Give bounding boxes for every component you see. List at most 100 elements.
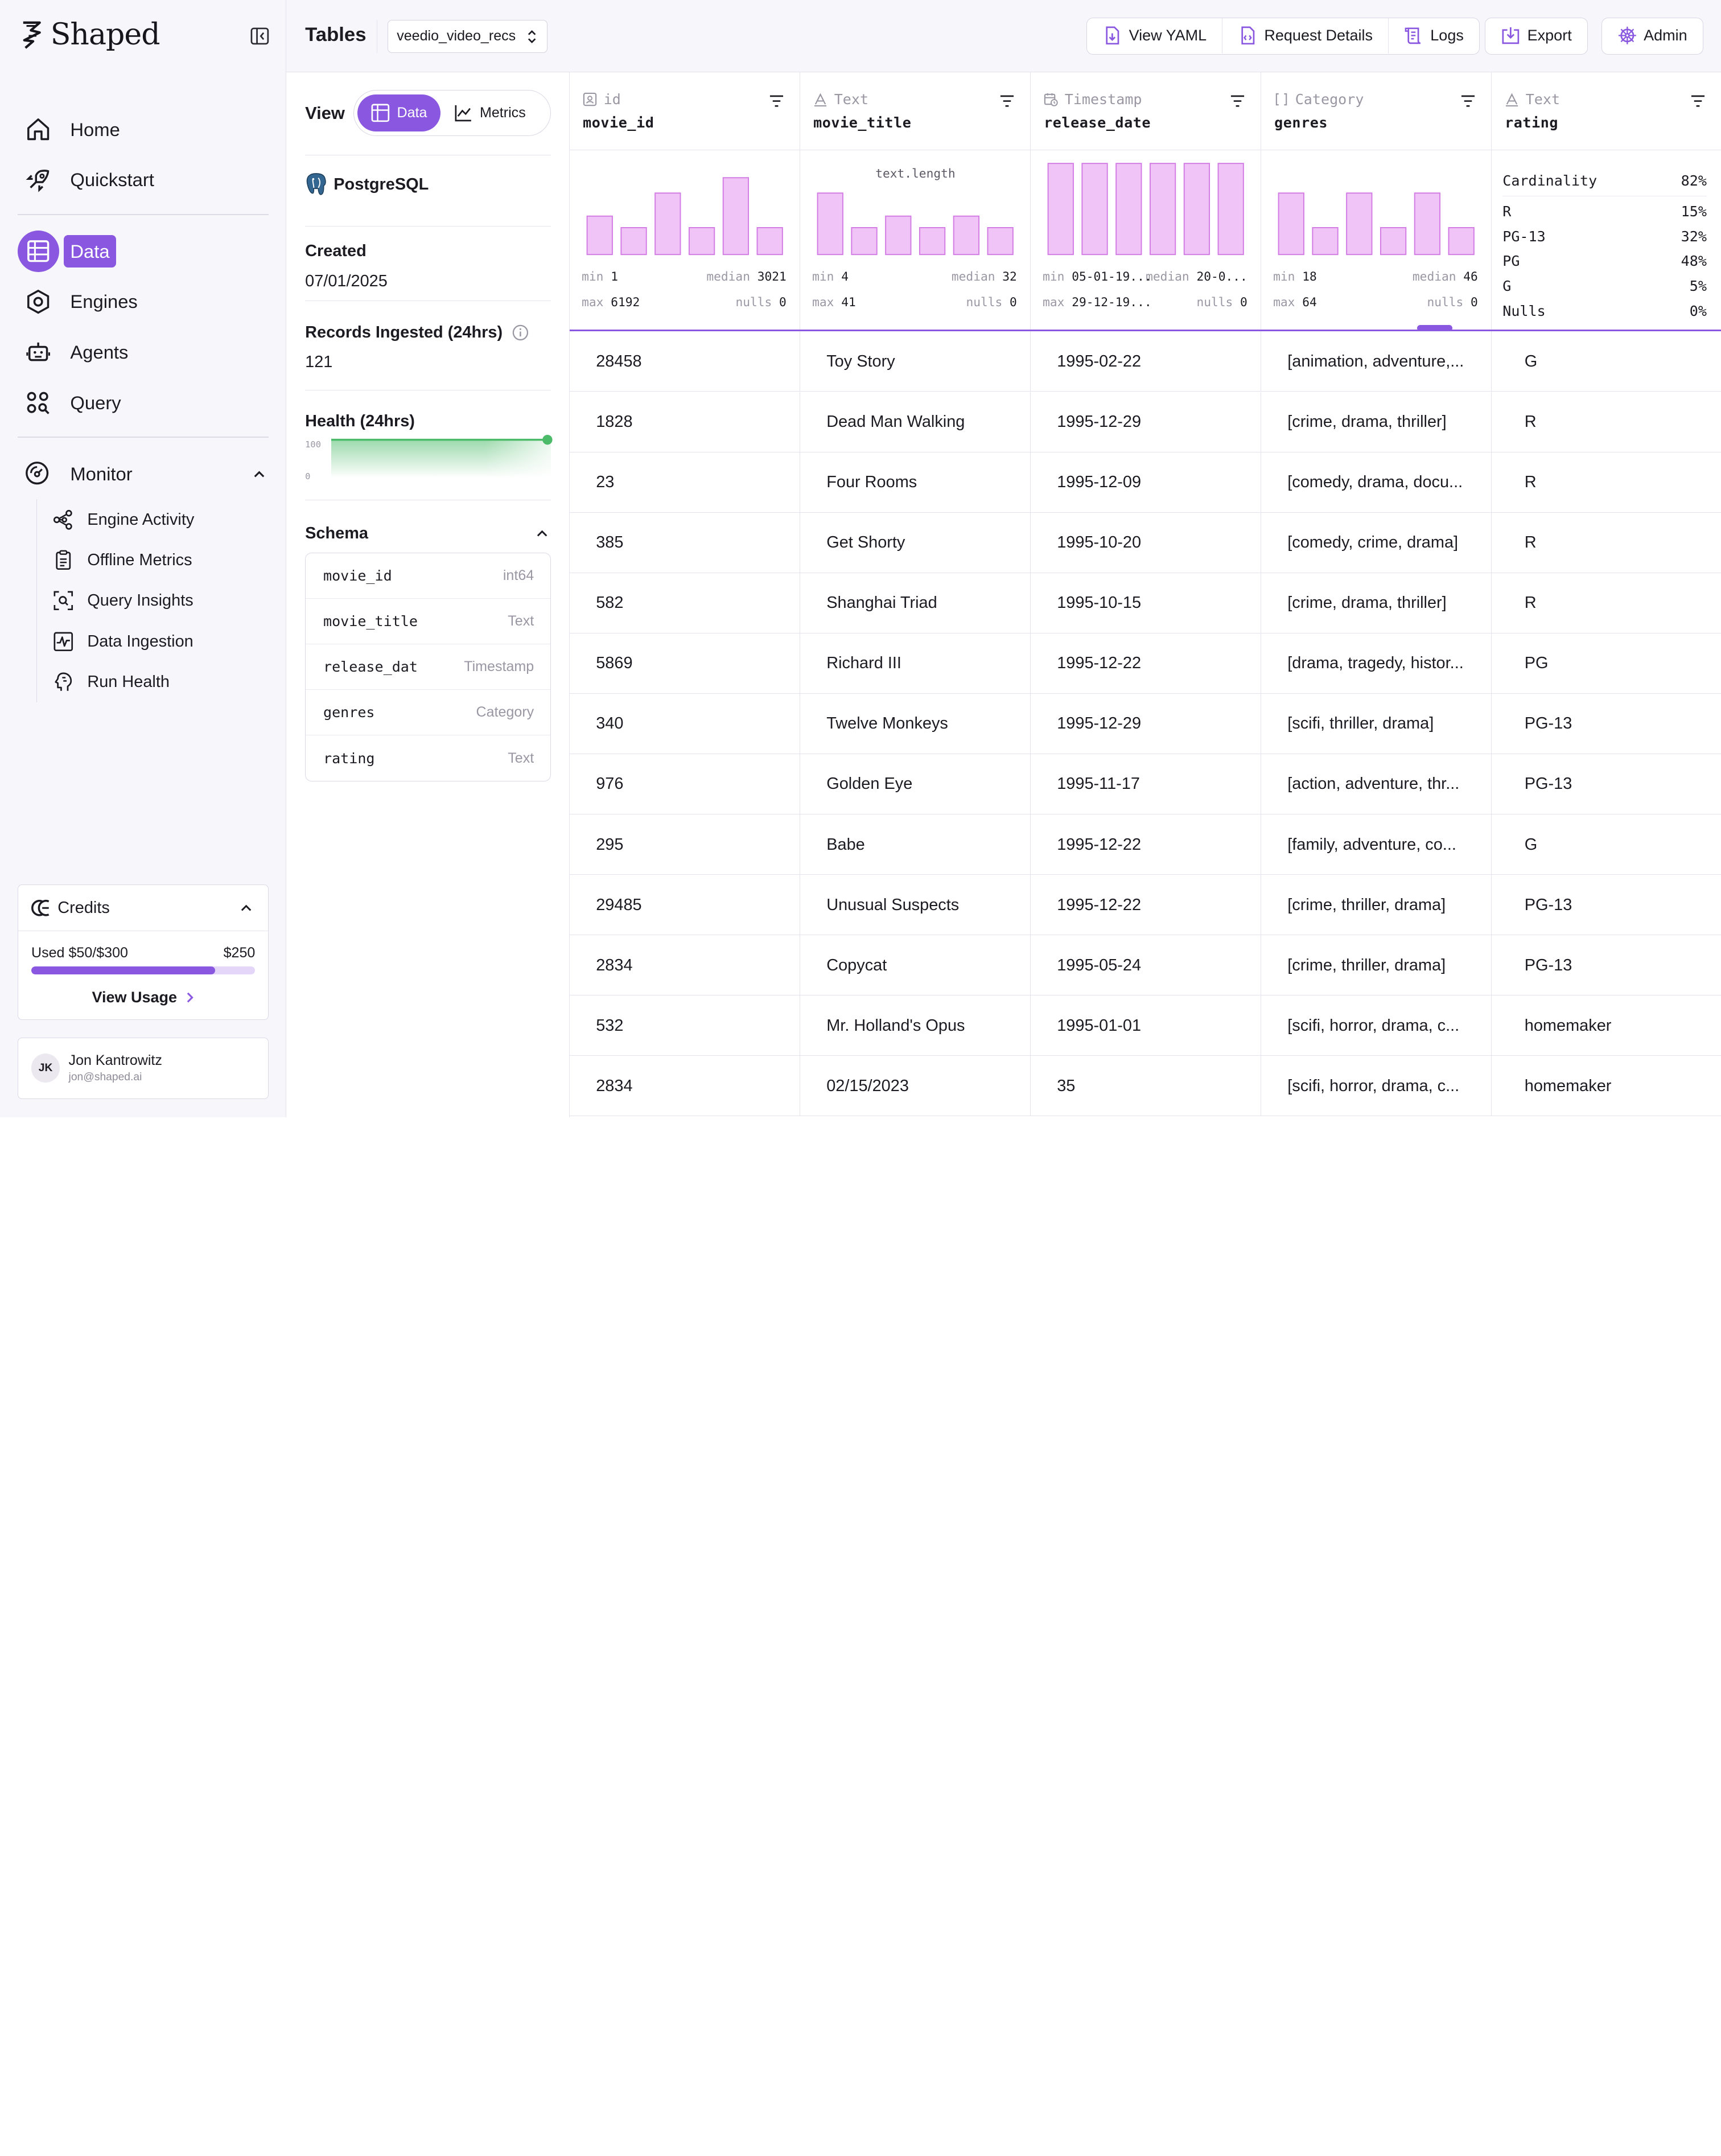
filter-icon[interactable] [999,94,1015,108]
cell-release-date[interactable]: 1995-12-29 [1031,392,1261,452]
column-header-release-date[interactable]: Timestamp release_date [1030,72,1261,151]
cell-genres[interactable]: [drama, tragedy, histor... [1261,633,1492,694]
table-row[interactable]: 28458 Toy Story 1995-02-22 [animation, adve… [569,331,1721,392]
cell-movie-title[interactable]: 02/15/2023 [800,1056,1031,1117]
cell-movie-id[interactable]: 532 [570,995,800,1056]
horizontal-scroll-thumb[interactable] [1417,324,1452,332]
info-icon[interactable] [512,324,529,341]
cell-release-date[interactable]: 1995-10-20 [1031,512,1261,573]
nav-item-data[interactable]: Data [17,226,269,277]
cell-movie-title[interactable]: Babe [800,814,1031,875]
cell-genres[interactable]: [family, adventure, co... [1261,814,1492,875]
view-metrics-tab[interactable]: Metrics [440,94,539,132]
column-header-rating[interactable]: Text rating [1491,72,1721,151]
cell-genres[interactable]: [comedy, drama, docu... [1261,452,1492,513]
chevron-up-icon[interactable] [240,902,253,915]
cell-movie-id[interactable]: 2834 [570,935,800,996]
cell-release-date[interactable]: 1995-11-17 [1031,754,1261,814]
table-row[interactable]: 23 Four Rooms 1995-12-09 [comedy, drama, do… [569,452,1721,513]
cell-rating[interactable]: R [1524,533,1537,552]
cell-release-date[interactable]: 1995-12-22 [1031,875,1261,936]
cell-release-date[interactable]: 1995-12-22 [1031,814,1261,875]
column-header-movie-title[interactable]: Text movie_title [800,72,1031,151]
cell-rating[interactable]: PG-13 [1524,956,1572,974]
brand-logo[interactable]: Shaped [20,18,160,52]
cell-genres[interactable]: [animation, adventure,... [1261,331,1492,392]
view-data-tab[interactable]: Data [357,94,440,132]
cell-genres[interactable]: [crime, thriller, drama] [1261,875,1492,936]
view-yaml-button[interactable]: View YAML [1087,18,1223,54]
nav-item-home[interactable]: Home [18,104,269,155]
table-select-dropdown[interactable]: veedio_video_recs [387,19,548,53]
cell-movie-id[interactable]: 23 [570,452,800,513]
chevron-up-icon[interactable] [536,527,549,540]
cell-release-date[interactable]: 1995-05-24 [1031,935,1261,996]
cell-movie-title[interactable]: Shanghai Triad [800,573,1031,633]
user-card[interactable]: JK Jon Kantrowitz jon@shaped.ai [17,1037,269,1099]
logs-button[interactable]: Logs [1389,18,1479,54]
cell-release-date[interactable]: 1995-01-01 [1031,995,1261,1056]
cell-movie-id[interactable]: 582 [570,573,800,633]
cell-movie-title[interactable]: Toy Story [800,331,1031,392]
subnav-item-data-ingestion[interactable]: Data Ingestion [52,621,269,661]
cell-rating[interactable]: PG-13 [1524,714,1572,733]
subnav-item-engine-activity[interactable]: Engine Activity [52,499,269,540]
cell-genres[interactable]: [comedy, crime, drama] [1261,512,1492,573]
cell-rating[interactable]: homemaker [1524,1016,1612,1035]
table-row[interactable]: 2834 02/15/2023 35 [scifi, horror, drama, c… [569,1056,1721,1117]
cell-movie-id[interactable]: 5869 [570,633,800,694]
schema-header[interactable]: Schema [305,524,551,543]
cell-genres[interactable]: [crime, drama, thriller] [1261,573,1492,633]
table-row[interactable]: 532 Mr. Holland's Opus 1995-01-01 [scifi, h… [569,995,1721,1056]
table-row[interactable]: 340 Twelve Monkeys 1995-12-29 [scifi, thril… [569,693,1721,754]
cell-rating[interactable]: PG-13 [1524,775,1572,793]
cell-genres[interactable]: [scifi, horror, drama, c... [1261,1056,1492,1117]
table-row[interactable]: 5869 Richard III 1995-12-22 [drama, tragedy… [569,633,1721,694]
table-row[interactable]: 1828 Dead Man Walking 1995-12-29 [crime, dr… [569,392,1721,452]
request-details-button[interactable]: Request Details [1222,18,1389,54]
cell-movie-id[interactable]: 340 [570,693,800,754]
cell-movie-title[interactable]: Four Rooms [800,452,1031,513]
filter-icon[interactable] [1460,94,1476,108]
table-row[interactable]: 295 Babe 1995-12-22 [family, adventure, co.… [569,814,1721,875]
nav-item-query[interactable]: Query [18,377,269,428]
credits-header[interactable]: Credits [18,885,269,932]
cell-movie-title[interactable]: Richard III [800,633,1031,694]
cell-movie-title[interactable]: Twelve Monkeys [800,693,1031,754]
cell-release-date[interactable]: 1995-02-22 [1031,331,1261,392]
cell-rating[interactable]: R [1524,594,1537,612]
nav-section-monitor[interactable]: Monitor [18,449,269,500]
cell-release-date[interactable]: 1995-10-15 [1031,573,1261,633]
cell-movie-id[interactable]: 29485 [570,875,800,936]
cell-movie-id[interactable]: 385 [570,512,800,573]
subnav-item-offline-metrics[interactable]: Offline Metrics [52,540,269,581]
cell-movie-id[interactable]: 976 [570,754,800,814]
cell-genres[interactable]: [scifi, horror, drama, c... [1261,995,1492,1056]
cell-movie-title[interactable]: Get Shorty [800,512,1031,573]
cell-rating[interactable]: R [1524,413,1537,431]
cell-rating[interactable]: PG-13 [1524,895,1572,914]
cell-movie-id[interactable]: 1828 [570,392,800,452]
cell-genres[interactable]: [crime, thriller, drama] [1261,935,1492,996]
nav-item-engines[interactable]: Engines [18,277,269,327]
cell-movie-id[interactable]: 28458 [570,331,800,392]
filter-icon[interactable] [1230,94,1245,108]
cell-movie-title[interactable]: Golden Eye [800,754,1031,814]
sidebar-collapse-icon[interactable] [250,27,269,45]
cell-rating[interactable]: G [1524,352,1538,371]
view-usage-link[interactable]: View Usage [31,989,255,1006]
cell-rating[interactable]: R [1524,473,1537,492]
subnav-item-query-insights[interactable]: Query Insights [52,581,269,621]
cell-movie-title[interactable]: Unusual Suspects [800,875,1031,936]
admin-button[interactable]: Admin [1602,18,1703,54]
table-row[interactable]: 385 Get Shorty 1995-10-20 [comedy, crime, d… [569,512,1721,573]
table-row[interactable]: 2834 Copycat 1995-05-24 [crime, thriller, d… [569,935,1721,996]
cell-rating[interactable]: homemaker [1524,1076,1612,1095]
table-row[interactable]: 976 Golden Eye 1995-11-17 [action, adventur… [569,754,1721,814]
table-row[interactable]: 582 Shanghai Triad 1995-10-15 [crime, drama… [569,573,1721,633]
nav-item-agents[interactable]: Agents [18,327,269,378]
export-button[interactable]: Export [1485,18,1587,54]
cell-movie-id[interactable]: 295 [570,814,800,875]
cell-rating[interactable]: PG [1524,654,1549,673]
nav-item-quickstart[interactable]: Quickstart [18,155,269,205]
